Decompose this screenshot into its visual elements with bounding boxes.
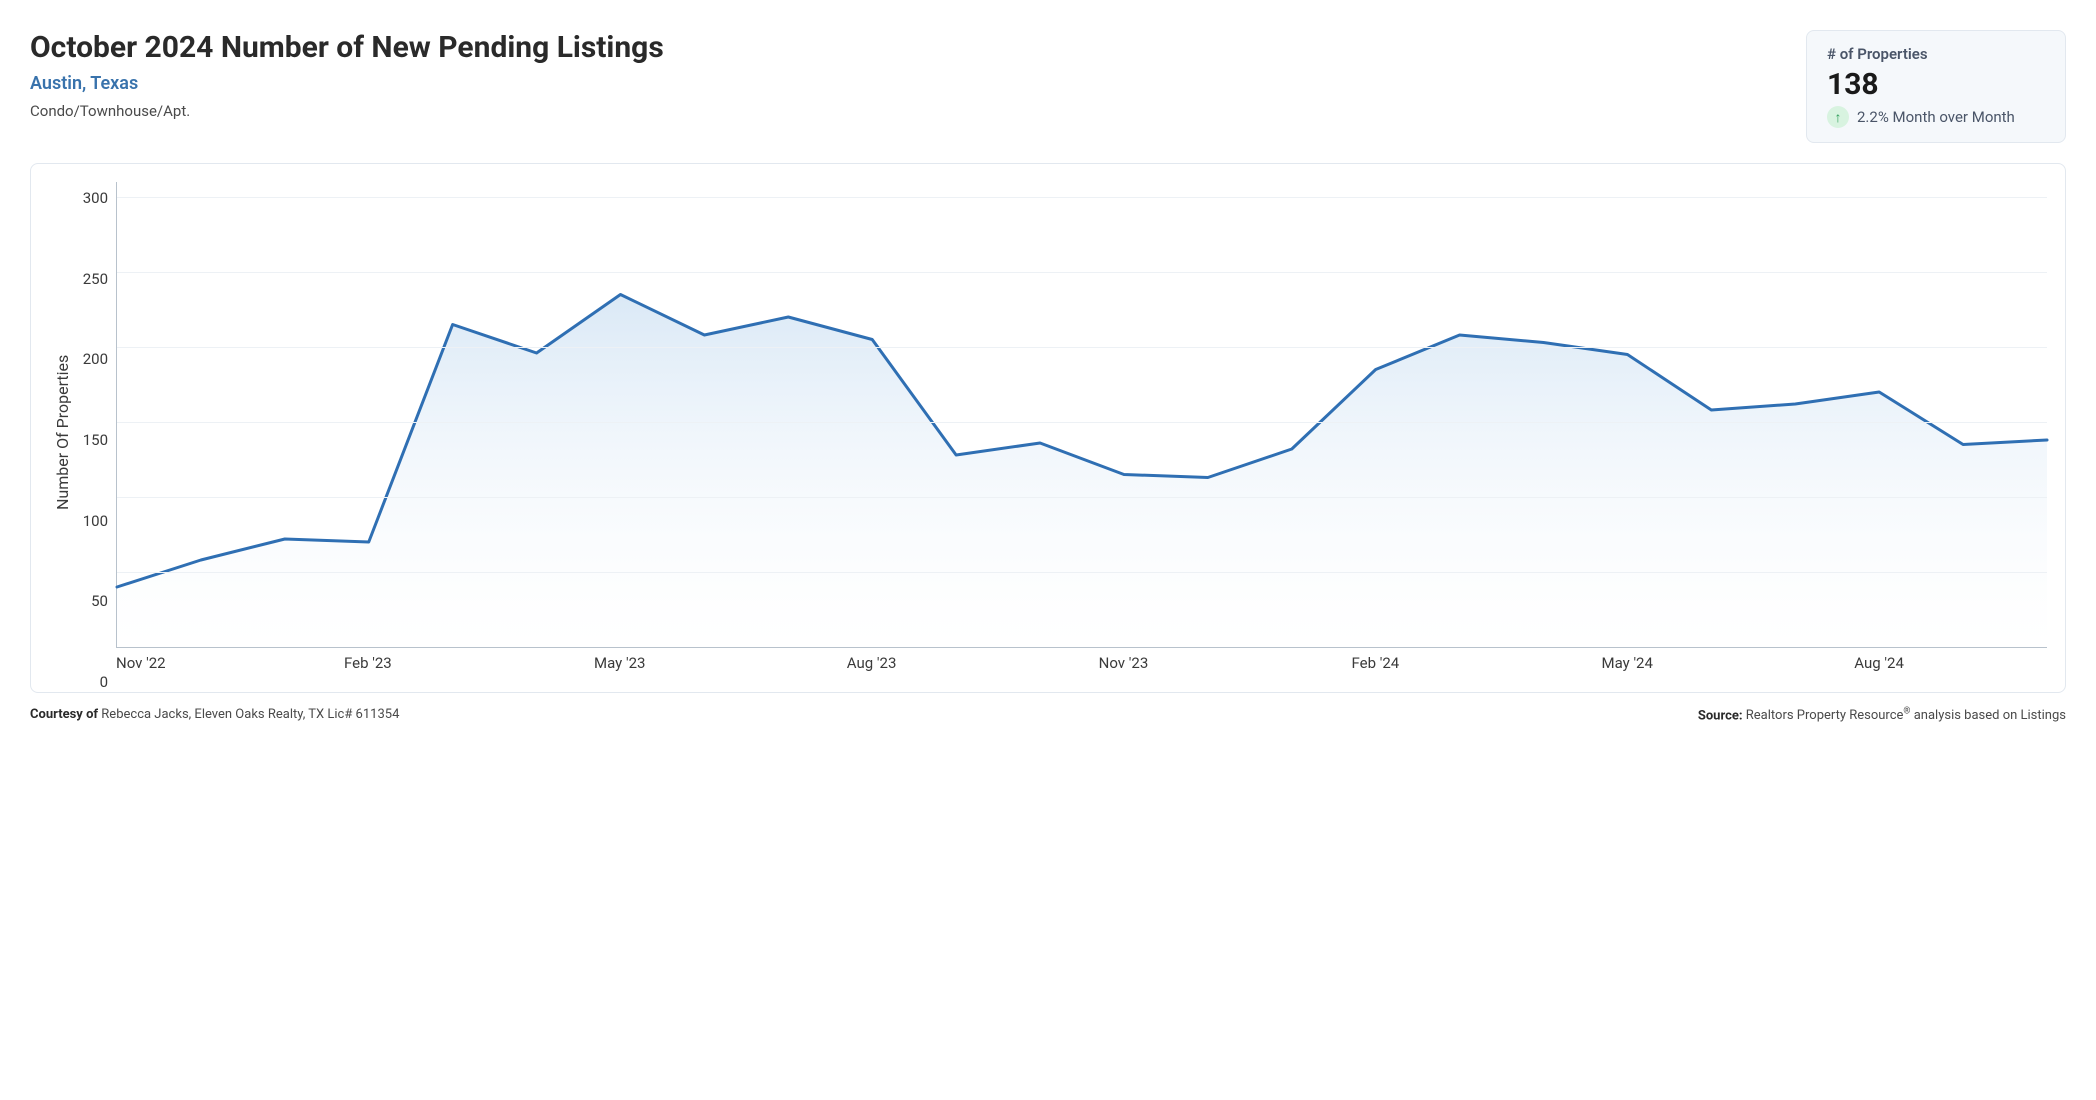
x-axis-ticks: Nov '22 Feb '23 May '23 Aug '23 Nov '23 Feb '… [116, 654, 2047, 682]
y-tick-label: 100 [83, 512, 108, 530]
x-tick-label: Aug '24 [1854, 654, 1904, 672]
gridline [117, 197, 2047, 198]
plot-area [116, 182, 2047, 648]
y-axis-label: Number Of Properties [49, 182, 76, 682]
chart-panel: Number Of Properties 050100150200250300 … [30, 163, 2066, 693]
location-subtitle: Austin, Texas [30, 73, 1806, 94]
stat-change-text: 2.2% Month over Month [1857, 108, 2015, 126]
x-tick-label: Feb '24 [1351, 654, 1399, 672]
gridline [117, 272, 2047, 273]
x-tick-label: Nov '23 [1099, 654, 1149, 672]
title-block: October 2024 Number of New Pending Listi… [30, 30, 1806, 120]
y-tick-label: 0 [100, 673, 108, 691]
courtesy-value: Rebecca Jacks, Eleven Oaks Realty, TX Li… [101, 707, 399, 722]
y-axis-ticks: 050100150200250300 [76, 182, 116, 682]
x-tick-label: May '23 [594, 654, 645, 672]
arrow-up-icon: ↑ [1827, 106, 1849, 128]
line-chart-svg [117, 182, 2047, 647]
footer-row: Courtesy of Rebecca Jacks, Eleven Oaks R… [30, 707, 2066, 723]
x-tick-label: Feb '23 [344, 654, 392, 672]
x-tick-label: Aug '23 [847, 654, 897, 672]
plot-column: Nov '22 Feb '23 May '23 Aug '23 Nov '23 Feb '… [116, 182, 2047, 682]
y-tick-label: 150 [83, 431, 108, 449]
courtesy-label: Courtesy of [30, 707, 101, 722]
header-row: October 2024 Number of New Pending Listi… [30, 30, 2066, 143]
courtesy-text: Courtesy of Rebecca Jacks, Eleven Oaks R… [30, 707, 399, 723]
x-tick-label: May '24 [1601, 654, 1652, 672]
source-text: Source: Realtors Property Resource® anal… [1698, 707, 2066, 723]
source-label: Source: [1698, 708, 1746, 723]
source-value: Realtors Property Resource® analysis bas… [1746, 708, 2066, 723]
y-tick-label: 300 [83, 189, 108, 207]
stat-label: # of Properties [1827, 45, 2045, 63]
gridline [117, 497, 2047, 498]
stat-change: ↑ 2.2% Month over Month [1827, 106, 2045, 128]
chart-wrap: Number Of Properties 050100150200250300 … [49, 182, 2047, 682]
y-tick-label: 200 [83, 350, 108, 368]
y-tick-label: 50 [91, 592, 108, 610]
gridline [117, 572, 2047, 573]
y-tick-label: 250 [83, 270, 108, 288]
page-title: October 2024 Number of New Pending Listi… [30, 30, 1806, 65]
property-type: Condo/Townhouse/Apt. [30, 102, 1806, 120]
stat-card: # of Properties 138 ↑ 2.2% Month over Mo… [1806, 30, 2066, 143]
gridline [117, 347, 2047, 348]
stat-value: 138 [1827, 67, 2045, 102]
gridline [117, 422, 2047, 423]
x-tick-label: Nov '22 [116, 654, 166, 672]
